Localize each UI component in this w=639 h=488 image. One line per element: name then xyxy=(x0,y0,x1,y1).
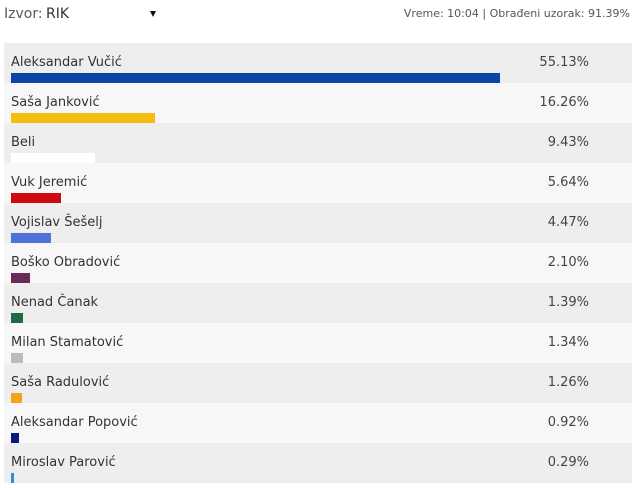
candidate-name: Aleksandar Vučić xyxy=(11,55,122,70)
candidate-percent: 5.64% xyxy=(547,175,589,190)
candidate-percent: 1.39% xyxy=(547,295,589,310)
candidate-name: Nenad Čanak xyxy=(11,295,99,310)
candidate-name: Vojislav Šešelj xyxy=(11,215,103,230)
result-bar xyxy=(11,193,62,203)
candidate-name: Saša Radulović xyxy=(11,375,110,390)
result-row: Vojislav Šešelj 4.47% xyxy=(4,203,632,243)
candidate-name: Milan Stamatović xyxy=(11,335,124,350)
top-bar: Izvor: RIK Vreme: 10:04 | Obrađeni uzora… xyxy=(0,0,639,30)
candidate-percent: 55.13% xyxy=(539,55,589,70)
source-select[interactable]: RIK xyxy=(46,6,158,24)
result-row: Miroslav Parović 0.29% xyxy=(4,443,632,483)
candidate-percent: 0.29% xyxy=(547,455,589,470)
source-select-value: RIK xyxy=(46,6,70,22)
candidate-name: Boško Obradović xyxy=(11,255,121,270)
result-bar xyxy=(11,393,23,403)
status-text: Vreme: 10:04 | Obrađeni uzorak: 91.39% xyxy=(403,7,630,20)
result-row: Boško Obradović 2.10% xyxy=(4,243,632,283)
candidate-name: Vuk Jeremić xyxy=(11,175,88,190)
candidate-percent: 1.26% xyxy=(547,375,589,390)
result-bar xyxy=(11,473,14,483)
result-row: Vuk Jeremić 5.64% xyxy=(4,163,632,203)
result-bar xyxy=(11,233,51,243)
result-row: Aleksandar Vučić 55.13% xyxy=(4,43,632,83)
candidate-percent: 1.34% xyxy=(547,335,589,350)
candidate-name: Saša Janković xyxy=(11,95,100,110)
candidate-percent: 0.92% xyxy=(547,415,589,430)
result-row: Nenad Čanak 1.39% xyxy=(4,283,632,323)
result-row: Aleksandar Popović 0.92% xyxy=(4,403,632,443)
result-bar xyxy=(11,433,20,443)
result-bar xyxy=(11,273,30,283)
result-bar xyxy=(11,153,95,163)
candidate-percent: 4.47% xyxy=(547,215,589,230)
result-bar xyxy=(11,353,23,363)
result-bar xyxy=(11,113,156,123)
results-list: Aleksandar Vučić 55.13% Saša Janković 16.26… xyxy=(4,43,632,488)
candidate-name: Beli xyxy=(11,135,36,150)
result-row: Saša Janković 16.26% xyxy=(4,83,632,123)
source-label: Izvor: xyxy=(4,6,43,22)
chevron-down-icon xyxy=(150,11,156,17)
candidate-percent: 2.10% xyxy=(547,255,589,270)
result-row: Milan Stamatović 1.34% xyxy=(4,323,632,363)
result-row: Beli 9.43% xyxy=(4,123,632,163)
candidate-name: Miroslav Parović xyxy=(11,455,116,470)
result-row: Saša Radulović 1.26% xyxy=(4,363,632,403)
result-bar xyxy=(11,73,500,83)
candidate-percent: 9.43% xyxy=(547,135,589,150)
candidate-name: Aleksandar Popović xyxy=(11,415,138,430)
result-bar xyxy=(11,313,24,323)
candidate-percent: 16.26% xyxy=(539,95,589,110)
